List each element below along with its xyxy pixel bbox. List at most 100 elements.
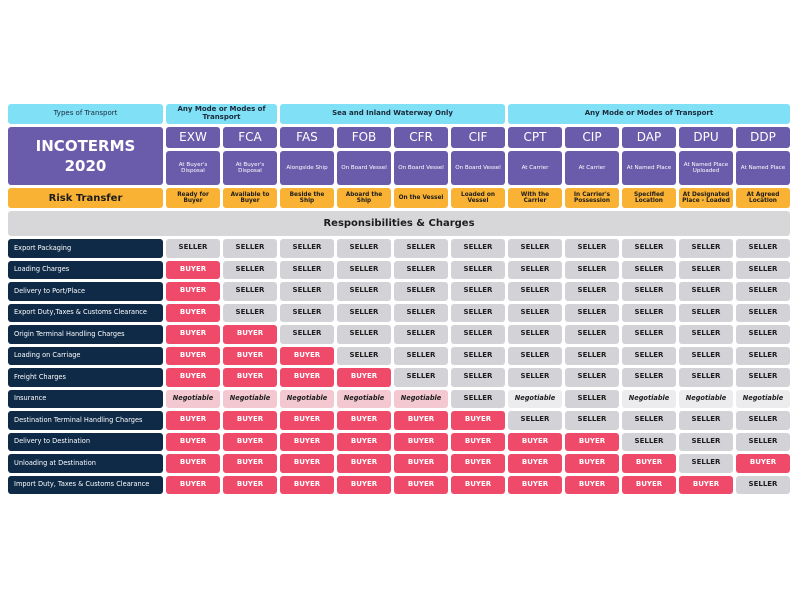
- responsibility-cell-seller: SELLER: [736, 303, 790, 322]
- responsibility-cell-seller: SELLER: [679, 239, 733, 258]
- row-label: Origin Terminal Handling Charges: [8, 325, 163, 344]
- responsibility-cell-buyer: BUYER: [337, 368, 391, 387]
- responsibility-cell-seller: SELLER: [337, 346, 391, 365]
- responsibility-cell-seller: SELLER: [679, 325, 733, 344]
- responsibility-cell-buyer: BUYER: [280, 475, 334, 494]
- responsibility-cell-seller: SELLER: [337, 260, 391, 279]
- responsibility-cell-seller: SELLER: [223, 239, 277, 258]
- responsibility-cell-seller: SELLER: [736, 260, 790, 279]
- responsibility-cell-buyer: BUYER: [451, 454, 505, 473]
- responsibility-cell-buyer: BUYER: [451, 475, 505, 494]
- responsibility-cell-seller: SELLER: [736, 432, 790, 451]
- responsibility-cell-seller: SELLER: [565, 411, 619, 430]
- responsibility-cell-seller: SELLER: [451, 303, 505, 322]
- responsibility-cell-buyer: BUYER: [508, 432, 562, 451]
- risk-transfer-point: Aboard the Ship: [337, 188, 391, 208]
- responsibility-cell-seller: SELLER: [508, 303, 562, 322]
- risk-transfer-point: With the Carrier: [508, 188, 562, 208]
- responsibility-cell-buyer: BUYER: [223, 454, 277, 473]
- row-label: Unloading at Destination: [8, 454, 163, 473]
- responsibility-cell-buyer: BUYER: [337, 454, 391, 473]
- term-description: At Named Place: [736, 151, 790, 185]
- responsibility-cell-buyer: BUYER: [280, 454, 334, 473]
- responsibility-cell-seller: SELLER: [622, 239, 676, 258]
- responsibility-cell-negotiable: Negotiable: [622, 389, 676, 408]
- responsibility-cell-seller: SELLER: [565, 282, 619, 301]
- responsibility-cell-buyer: BUYER: [166, 368, 220, 387]
- responsibility-cell-seller: SELLER: [394, 260, 448, 279]
- responsibility-cell-buyer: BUYER: [223, 432, 277, 451]
- responsibility-cell-buyer: BUYER: [166, 325, 220, 344]
- responsibility-cell-buyer: BUYER: [223, 411, 277, 430]
- row-label: Loading on Carriage: [8, 346, 163, 365]
- responsibility-cell-seller: SELLER: [394, 325, 448, 344]
- term-code: DPU: [679, 127, 733, 148]
- row-label: Destination Terminal Handling Charges: [8, 411, 163, 430]
- responsibility-cell-seller: SELLER: [565, 260, 619, 279]
- responsibility-cell-seller: SELLER: [280, 325, 334, 344]
- responsibility-cell-seller: SELLER: [622, 432, 676, 451]
- responsibility-cell-seller: SELLER: [451, 368, 505, 387]
- risk-transfer-label: Risk Transfer: [8, 188, 163, 208]
- responsibility-cell-seller: SELLER: [166, 239, 220, 258]
- responsibility-cell-seller: SELLER: [565, 325, 619, 344]
- responsibility-cell-buyer: BUYER: [736, 454, 790, 473]
- responsibility-cell-seller: SELLER: [565, 303, 619, 322]
- responsibility-cell-buyer: BUYER: [565, 454, 619, 473]
- row-label: Export Duty,Taxes & Customs Clearance: [8, 303, 163, 322]
- responsibility-cell-seller: SELLER: [565, 239, 619, 258]
- term-description: At Buyer's Disposal: [223, 151, 277, 185]
- responsibility-cell-seller: SELLER: [451, 325, 505, 344]
- risk-transfer-point: In Carrier's Possession: [565, 188, 619, 208]
- risk-transfer-point: Beside the Ship: [280, 188, 334, 208]
- responsibility-cell-seller: SELLER: [736, 368, 790, 387]
- responsibility-cell-buyer: BUYER: [223, 475, 277, 494]
- responsibility-cell-seller: SELLER: [394, 282, 448, 301]
- term-code: CIF: [451, 127, 505, 148]
- transport-group-header: Any Mode or Modes of Transport: [508, 104, 790, 124]
- responsibility-cell-negotiable: Negotiable: [337, 389, 391, 408]
- responsibility-cell-buyer: BUYER: [394, 432, 448, 451]
- term-code: FOB: [337, 127, 391, 148]
- responsibility-cell-seller: SELLER: [622, 368, 676, 387]
- responsibility-cell-seller: SELLER: [679, 303, 733, 322]
- term-code: CFR: [394, 127, 448, 148]
- responsibility-cell-seller: SELLER: [679, 260, 733, 279]
- term-description: At Carrier: [508, 151, 562, 185]
- responsibility-cell-negotiable: Negotiable: [394, 389, 448, 408]
- term-code: FAS: [280, 127, 334, 148]
- responsibility-cell-seller: SELLER: [451, 239, 505, 258]
- responsibility-cell-seller: SELLER: [679, 368, 733, 387]
- term-code: EXW: [166, 127, 220, 148]
- responsibility-cell-seller: SELLER: [679, 432, 733, 451]
- transport-group-header: Any Mode or Modes of Transport: [166, 104, 277, 124]
- responsibility-cell-buyer: BUYER: [565, 432, 619, 451]
- responsibility-cell-seller: SELLER: [508, 411, 562, 430]
- responsibility-cell-buyer: BUYER: [223, 325, 277, 344]
- responsibilities-header: Responsibilities & Charges: [8, 211, 790, 236]
- responsibility-cell-seller: SELLER: [736, 325, 790, 344]
- risk-transfer-point: At Designated Place - Loaded: [679, 188, 733, 208]
- transport-group-header: Sea and Inland Waterway Only: [280, 104, 505, 124]
- responsibility-cell-buyer: BUYER: [337, 411, 391, 430]
- row-label: Delivery to Destination: [8, 432, 163, 451]
- responsibility-cell-buyer: BUYER: [166, 454, 220, 473]
- responsibility-cell-seller: SELLER: [394, 239, 448, 258]
- term-description: On Board Vessel: [337, 151, 391, 185]
- responsibility-cell-negotiable: Negotiable: [508, 389, 562, 408]
- responsibility-cell-seller: SELLER: [394, 346, 448, 365]
- term-description: On Board Vessel: [451, 151, 505, 185]
- incoterms-title: INCOTERMS 2020: [8, 127, 163, 185]
- responsibility-cell-seller: SELLER: [622, 411, 676, 430]
- responsibility-cell-seller: SELLER: [679, 411, 733, 430]
- responsibility-cell-buyer: BUYER: [280, 346, 334, 365]
- responsibility-cell-seller: SELLER: [508, 368, 562, 387]
- responsibility-cell-seller: SELLER: [508, 346, 562, 365]
- risk-transfer-point: Available to Buyer: [223, 188, 277, 208]
- responsibility-cell-seller: SELLER: [508, 325, 562, 344]
- responsibility-cell-seller: SELLER: [223, 303, 277, 322]
- responsibility-cell-buyer: BUYER: [451, 432, 505, 451]
- responsibility-cell-seller: SELLER: [337, 239, 391, 258]
- responsibility-cell-seller: SELLER: [679, 346, 733, 365]
- responsibility-cell-buyer: BUYER: [622, 475, 676, 494]
